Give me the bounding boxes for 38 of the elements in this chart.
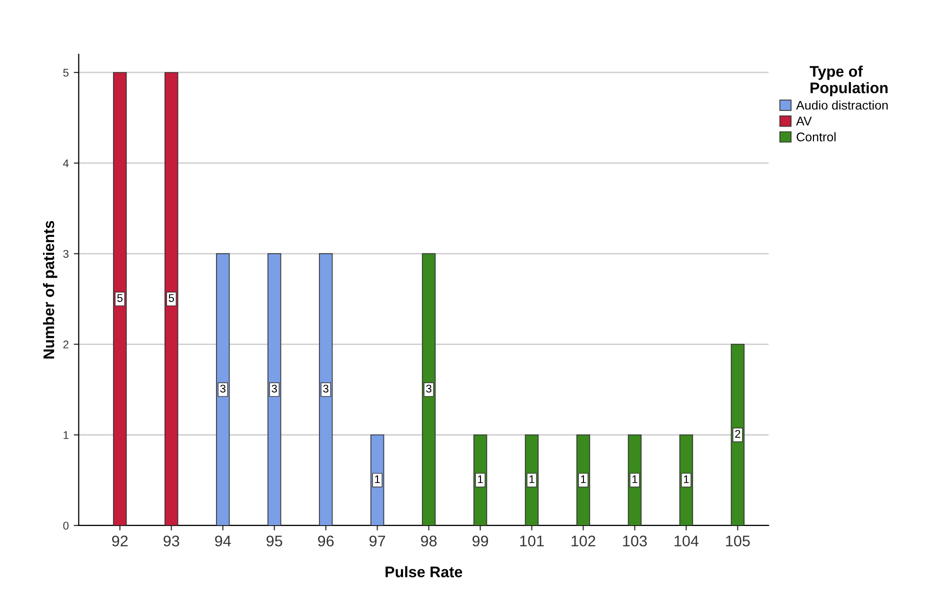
data-label: 1 xyxy=(375,475,380,484)
data-label: 3 xyxy=(272,384,277,393)
legend-title: Type of Population xyxy=(810,66,888,96)
x-tick-label: 92 xyxy=(112,536,128,546)
y-tick-label: 5 xyxy=(63,68,69,77)
data-label: 3 xyxy=(220,384,226,393)
x-tick-label: 103 xyxy=(623,536,647,546)
data-label: 5 xyxy=(117,294,123,302)
data-label: 1 xyxy=(684,475,689,484)
y-axis-title: Number of patients xyxy=(43,220,58,358)
data-label: 1 xyxy=(581,475,586,484)
x-tick-label: 96 xyxy=(318,536,334,546)
x-tick-label: 98 xyxy=(421,536,437,546)
x-tick-label: 102 xyxy=(572,536,596,546)
legend-label: Control xyxy=(796,132,836,142)
legend-label: Audio distraction xyxy=(796,100,888,110)
x-tick-label: 93 xyxy=(164,536,180,546)
y-tick-label: 3 xyxy=(63,250,68,258)
x-tick-label: 97 xyxy=(370,536,386,546)
data-label: 5 xyxy=(168,294,174,302)
x-axis-title: Pulse Rate xyxy=(386,566,462,578)
data-label: 2 xyxy=(735,430,740,438)
x-tick-label: 99 xyxy=(472,536,488,546)
x-tick-label: 105 xyxy=(726,536,750,546)
x-tick-label: 95 xyxy=(266,536,282,546)
x-tick-label: 104 xyxy=(674,536,699,546)
data-label: 3 xyxy=(426,384,432,393)
y-tick-label: 0 xyxy=(63,522,69,530)
data-label: 3 xyxy=(323,384,328,393)
y-tick-label: 2 xyxy=(63,340,68,348)
legend-label: AV xyxy=(796,116,812,126)
x-tick-label: 94 xyxy=(215,536,231,546)
y-tick-label: 4 xyxy=(63,159,69,168)
x-tick-label: 101 xyxy=(520,536,544,546)
y-tick-label: 1 xyxy=(64,431,68,439)
data-label: 1 xyxy=(478,475,483,484)
data-label: 1 xyxy=(632,475,638,484)
data-label: 1 xyxy=(530,475,534,484)
